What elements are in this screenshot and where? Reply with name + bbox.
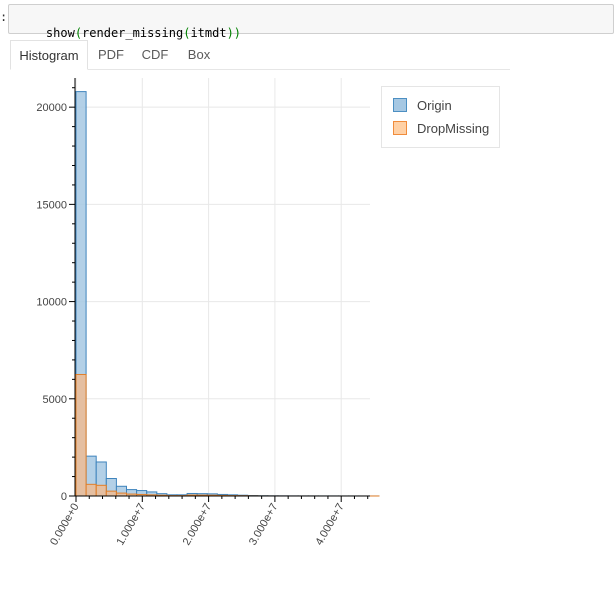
legend-swatch-dropmissing (393, 121, 407, 135)
legend-swatch-origin (393, 98, 407, 112)
legend-label-origin: Origin (417, 98, 452, 113)
chart-axes (69, 78, 370, 502)
code-token: render_missing (82, 26, 184, 40)
chart-legend: Origin DropMissing (381, 86, 500, 148)
cell-prompt-marker: : (0, 10, 8, 24)
tab-bar: Histogram PDF CDF Box (10, 40, 510, 70)
y-tick-label: 5000 (43, 394, 67, 406)
tab-cdf[interactable]: CDF (141, 47, 169, 62)
x-tick-label: 0.000e+0 (48, 502, 81, 548)
code-line: show(render_missing(itmdt)) (17, 12, 241, 54)
y-tick-label: 10000 (36, 297, 67, 309)
legend-item-origin[interactable]: Origin (393, 98, 497, 114)
code-cell[interactable]: show(render_missing(itmdt)) (8, 4, 614, 40)
histogram-bar (105, 490, 117, 497)
series-origin (75, 91, 380, 497)
legend-item-dropmissing[interactable]: DropMissing (393, 121, 497, 137)
y-tick-label: 0 (61, 491, 67, 503)
series-dropmissing (75, 373, 380, 497)
code-token: itmdt (190, 26, 227, 40)
histogram-bar (75, 373, 87, 497)
tabs-divider (10, 69, 510, 70)
code-token: )) (226, 26, 242, 40)
x-tick-label: 4.000e+7 (313, 502, 346, 548)
histogram-bar (95, 484, 107, 497)
code-token: ( (183, 26, 191, 40)
x-tick-label: 3.000e+7 (247, 502, 280, 548)
tab-box[interactable]: Box (187, 47, 211, 62)
y-tick-label: 20000 (36, 102, 67, 114)
x-tick-label: 1.000e+7 (114, 502, 147, 548)
code-token: ( (74, 26, 83, 40)
y-axis-labels: 0 5000 10000 15000 20000 (36, 102, 67, 503)
histogram-bar (85, 483, 97, 497)
code-token: show (45, 26, 75, 40)
x-axis-labels: 0.000e+0 1.000e+7 2.000e+7 3.000e+7 4.00… (48, 502, 347, 548)
histogram-chart: 0 5000 10000 15000 20000 0.000e+0 1.000e… (36, 78, 380, 548)
chart-grid (75, 78, 370, 497)
legend-label-dropmissing: DropMissing (417, 121, 490, 136)
tab-histogram[interactable]: Histogram (10, 40, 88, 70)
y-tick-label: 15000 (36, 199, 67, 211)
x-tick-label: 2.000e+7 (181, 502, 214, 548)
tab-pdf[interactable]: PDF (98, 47, 124, 62)
